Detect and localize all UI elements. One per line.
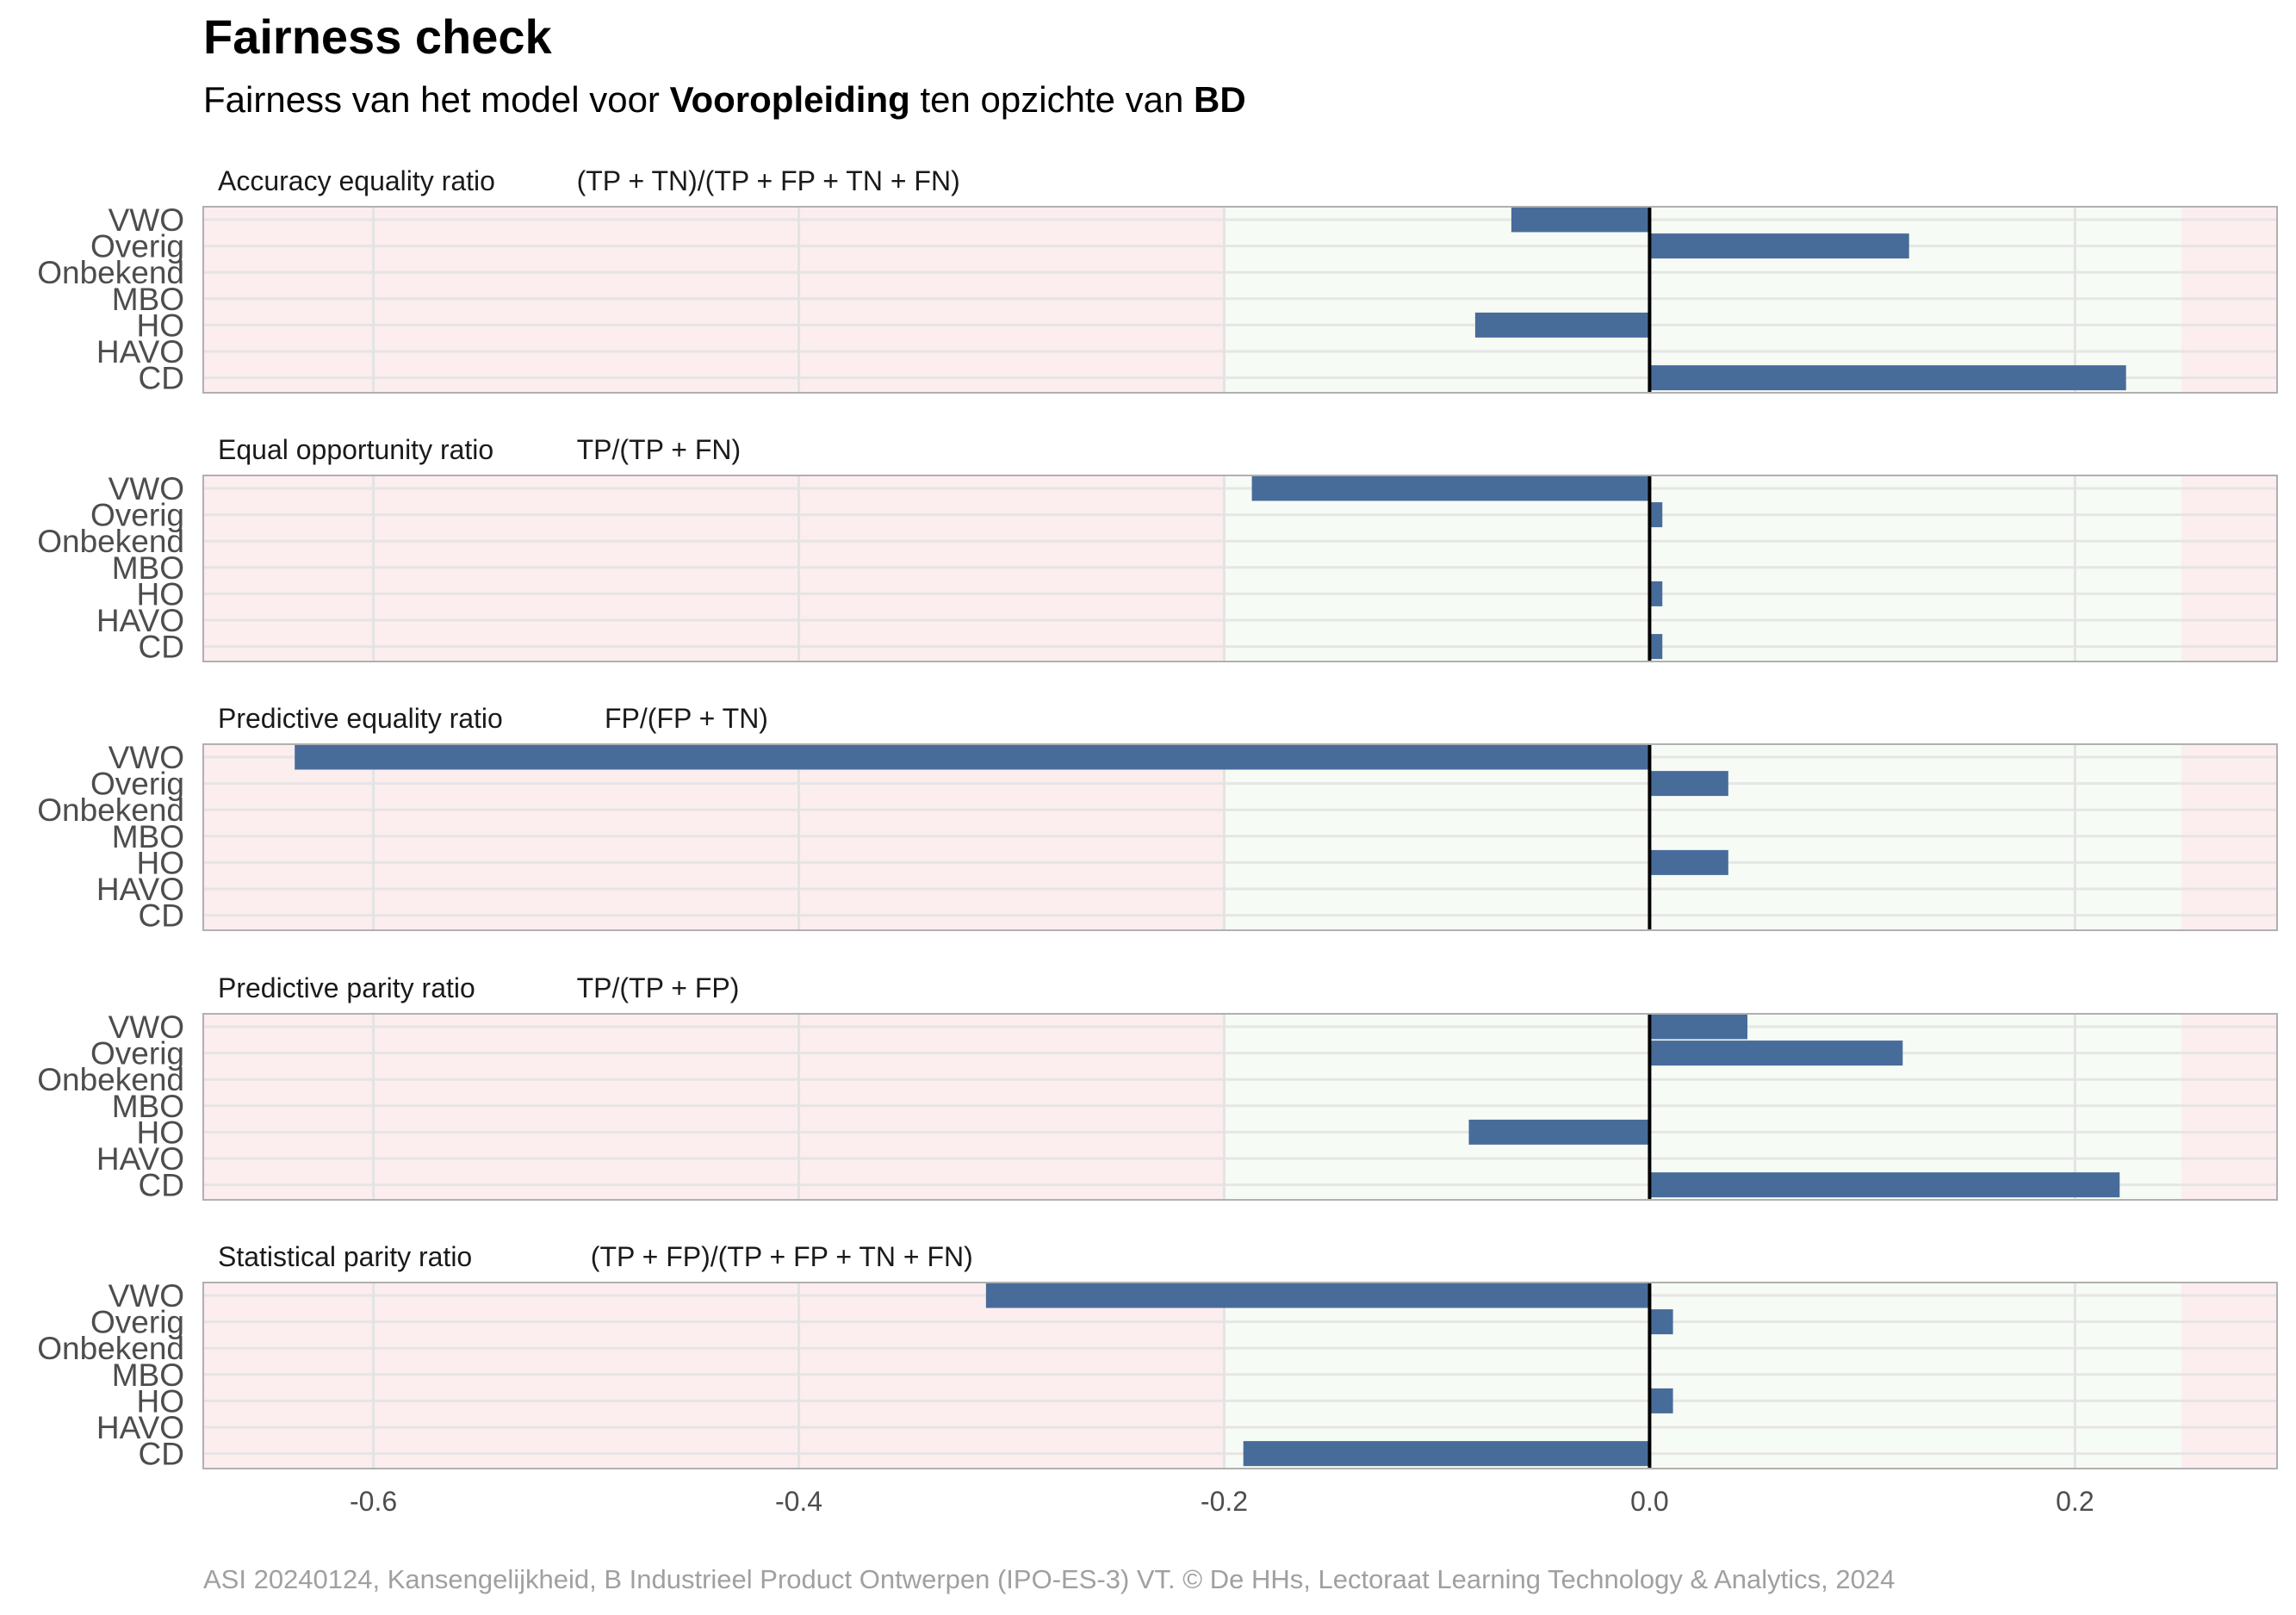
category-label: Onbekend: [37, 1331, 184, 1366]
category-label: HAVO: [96, 603, 184, 638]
category-label: Overig: [90, 498, 184, 533]
category-label: MBO: [112, 1089, 184, 1124]
bar: [1649, 365, 2126, 391]
category-label: HO: [137, 576, 185, 612]
panel-metric-label: Predictive parity ratio: [218, 972, 475, 1003]
category-label: HAVO: [96, 1410, 184, 1445]
panel-border: [202, 206, 2278, 394]
category-label: CD: [139, 1437, 184, 1472]
bar: [1474, 312, 1650, 338]
panel-metric-label: Statistical parity ratio: [218, 1241, 472, 1272]
panel-formula-label: (TP + TN)/(TP + FP + TN + FN): [577, 165, 960, 196]
x-tick-label: -0.2: [1201, 1486, 1248, 1517]
subtitle-variable: Vooropleiding: [669, 79, 910, 120]
category-label: Onbekend: [37, 524, 184, 559]
category-label: HAVO: [96, 334, 184, 370]
panel-metric-label: Predictive equality ratio: [218, 703, 503, 734]
panel-metric-label: Accuracy equality ratio: [218, 165, 495, 196]
category-label: VWO: [109, 1009, 184, 1045]
category-label: Onbekend: [37, 255, 184, 290]
category-label: MBO: [112, 550, 184, 586]
bar: [1649, 581, 1663, 606]
category-label: HO: [137, 307, 185, 343]
bar: [985, 1283, 1650, 1308]
chart-caption: ASI 20240124, Kansengelijkheid, B Indust…: [203, 1564, 1896, 1594]
category-label: HAVO: [96, 872, 184, 907]
category-label: CD: [139, 361, 184, 396]
category-label: Overig: [90, 767, 184, 802]
x-tick-label: -0.6: [350, 1486, 397, 1517]
x-tick-label: 0.2: [2056, 1486, 2094, 1517]
category-label: Overig: [90, 229, 184, 264]
bar: [1468, 1119, 1650, 1145]
x-tick-label: 0.0: [1630, 1486, 1668, 1517]
bar: [1649, 1014, 1748, 1040]
bar: [1649, 233, 1909, 259]
category-label: CD: [139, 898, 184, 934]
chart-title: Fairness check: [203, 9, 552, 64]
panel-formula-label: FP/(FP + TN): [605, 703, 768, 734]
x-tick-label: -0.4: [775, 1486, 822, 1517]
bar: [1251, 475, 1650, 501]
category-label: VWO: [109, 471, 184, 506]
panel-border: [202, 1013, 2278, 1201]
bar: [1649, 502, 1663, 528]
category-label: HO: [137, 845, 185, 880]
panel-formula-label: TP/(TP + FN): [577, 434, 742, 465]
panel-metric-label: Equal opportunity ratio: [218, 434, 493, 465]
category-label: MBO: [112, 819, 184, 854]
bar: [1649, 771, 1728, 797]
panel-border: [202, 475, 2278, 662]
bar: [1649, 1309, 1673, 1335]
bar: [1649, 849, 1728, 875]
chart-subtitle: Fairness van het model voor Vooropleidin…: [203, 79, 1246, 121]
category-label: CD: [139, 630, 184, 665]
category-label: Onbekend: [37, 792, 184, 828]
panel-border: [202, 1282, 2278, 1469]
category-label: VWO: [109, 202, 184, 238]
panel-formula-label: (TP + FP)/(TP + FP + TN + FN): [591, 1241, 973, 1272]
category-label: Onbekend: [37, 1062, 184, 1097]
category-label: Overig: [90, 1036, 184, 1071]
panel-border: [202, 743, 2278, 931]
bar: [1649, 634, 1663, 660]
bar: [1649, 1172, 2120, 1198]
panel-formula-label: TP/(TP + FP): [577, 972, 740, 1003]
category-label: MBO: [112, 282, 184, 317]
bar: [1649, 1388, 1673, 1413]
category-label: MBO: [112, 1357, 184, 1393]
subtitle-middle: ten opzichte van: [909, 79, 1195, 120]
category-label: Overig: [90, 1305, 184, 1340]
category-label: VWO: [109, 740, 184, 775]
bar: [1649, 1040, 1903, 1066]
subtitle-reference: BD: [1194, 79, 1246, 120]
subtitle-prefix: Fairness van het model voor: [203, 79, 670, 120]
category-label: HO: [137, 1383, 185, 1419]
category-label: HAVO: [96, 1141, 184, 1177]
category-label: VWO: [109, 1278, 184, 1314]
category-label: HO: [137, 1115, 185, 1150]
bar: [1243, 1441, 1650, 1467]
bar: [1511, 207, 1650, 233]
bar: [295, 744, 1650, 770]
category-label: CD: [139, 1168, 184, 1203]
